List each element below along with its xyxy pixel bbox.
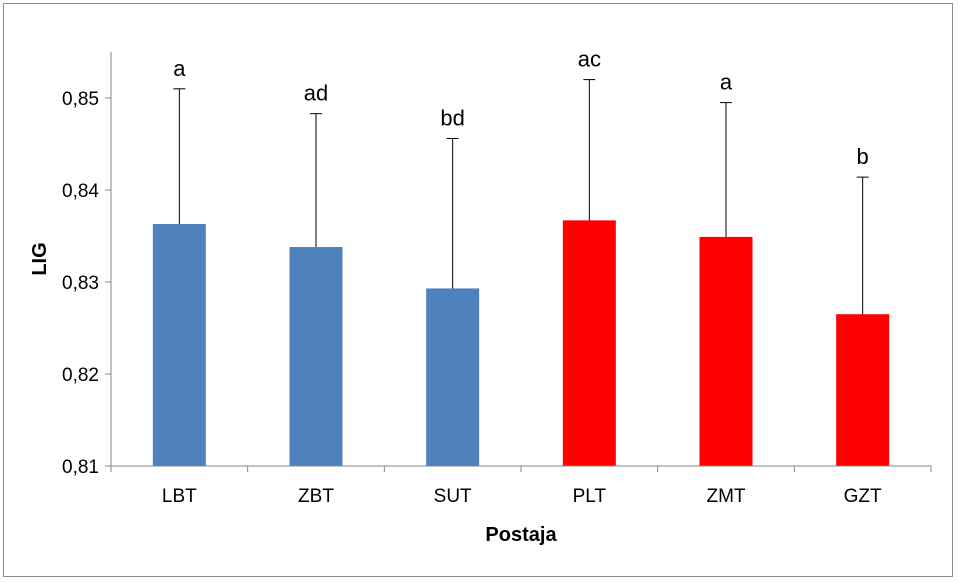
- bar-lbt: [152, 224, 206, 466]
- significance-label-plt: ac: [578, 47, 601, 72]
- bar-sut: [426, 288, 480, 466]
- y-axis-title: LIG: [29, 242, 51, 275]
- significance-labels: a ad bd ac a b: [173, 47, 869, 170]
- significance-label-zbt: ad: [304, 81, 328, 106]
- y-tick-label: 0,81: [62, 457, 99, 478]
- y-tick-label: 0,83: [62, 273, 99, 294]
- x-tick-label-lbt: LBT: [162, 486, 197, 507]
- y-tick-label: 0,85: [62, 89, 99, 110]
- significance-label-lbt: a: [173, 56, 186, 81]
- bar-zbt: [289, 247, 343, 466]
- x-tick-label-gzt: GZT: [844, 486, 882, 507]
- x-tick-label-zbt: ZBT: [298, 486, 334, 507]
- bar-zmt: [699, 236, 753, 466]
- x-tick-label-zmt: ZMT: [706, 486, 745, 507]
- bar-plt: [562, 220, 616, 466]
- significance-label-zmt: a: [720, 70, 733, 95]
- y-tick-label: 0,82: [62, 365, 99, 386]
- error-bars: [173, 79, 869, 315]
- bar-gzt: [836, 314, 890, 466]
- bar-chart: 0,81 0,82 0,83 0,84 0,85 a ad bd ac a b LBT ZBT SUT…: [29, 47, 932, 546]
- bars: [152, 220, 890, 466]
- y-tick-label: 0,84: [62, 181, 99, 202]
- chart-frame: 0,81 0,82 0,83 0,84 0,85 a ad bd ac a b LBT ZBT SUT…: [3, 3, 953, 577]
- significance-label-sut: bd: [440, 105, 464, 130]
- x-axis-title: Postaja: [485, 524, 557, 546]
- x-axis-ticks: LBT ZBT SUT PLT ZMT GZT: [110, 466, 932, 507]
- y-axis-ticks: 0,81 0,82 0,83 0,84 0,85: [62, 89, 111, 478]
- x-tick-label-sut: SUT: [434, 486, 472, 507]
- x-tick-label-plt: PLT: [573, 486, 607, 507]
- significance-label-gzt: b: [857, 144, 869, 169]
